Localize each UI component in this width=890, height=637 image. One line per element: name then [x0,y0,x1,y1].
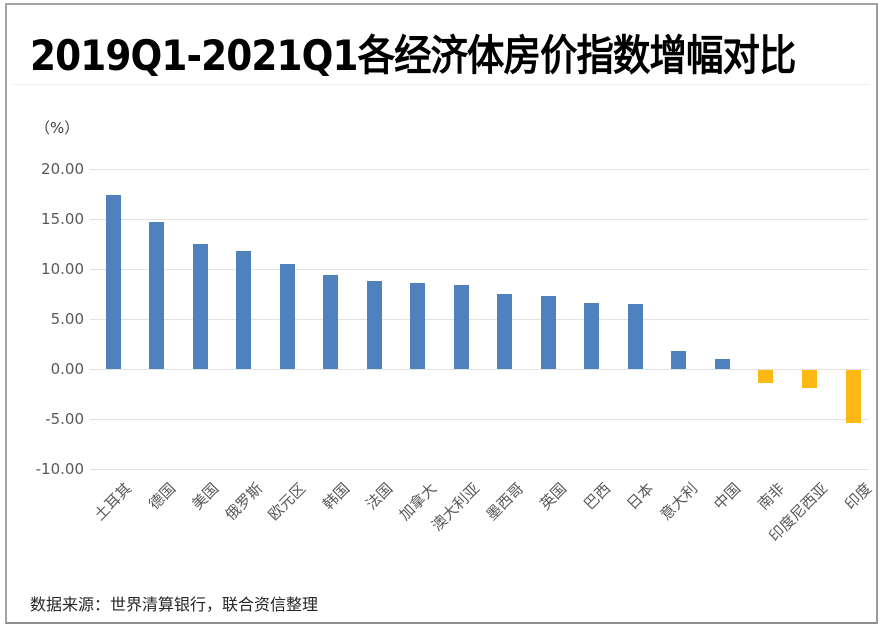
y-tick-label: 10.00 [41,260,84,278]
bar-墨西哥 [497,294,513,369]
gridline [90,369,869,370]
gridline [90,419,869,420]
x-category-label: 印度 [841,479,876,514]
x-category-label: 德国 [144,479,179,514]
gridline [90,319,869,320]
bar-俄罗斯 [236,251,252,369]
bar-英国 [540,296,556,369]
x-category-label: 日本 [623,479,658,514]
gridline [90,269,869,270]
y-tick-label: -5.00 [45,410,84,428]
gridline [90,219,869,220]
chart-frame: 2019Q1-2021Q1各经济体房价指数增幅对比 （%） 20.00 15.00… [5,3,878,624]
gridline [90,469,869,470]
bar-加拿大 [410,283,426,369]
x-category-label: 法国 [362,479,397,514]
bar-巴西 [584,303,600,369]
y-tick-label: 5.00 [50,310,84,328]
bar-韩国 [323,275,339,369]
bar-澳大利亚 [453,285,469,369]
x-category-label: 巴西 [580,479,614,514]
title-divider [12,84,869,85]
bar-法国 [366,281,382,369]
bar-欧元区 [279,264,295,369]
x-category-label: 韩国 [318,479,353,514]
gridline [90,169,869,170]
y-tick-label: -10.00 [35,460,84,478]
bar-美国 [192,244,208,369]
x-category-label: 土耳其 [90,479,136,524]
bar-意大利 [671,351,687,369]
y-tick-label: 20.00 [41,160,84,178]
y-axis-unit-label: （%） [35,119,80,137]
x-category-label: 墨西哥 [482,479,527,524]
bar-印度尼西亚 [801,370,817,388]
bar-德国 [149,222,165,369]
bar-中国 [714,359,730,369]
x-category-label: 中国 [710,479,745,514]
y-tick-label: 0.00 [50,360,84,378]
chart-title: 2019Q1-2021Q1各经济体房价指数增幅对比 [30,31,796,80]
bar-日本 [627,304,643,369]
bar-土耳其 [105,195,121,369]
source-note: 数据来源：世界清算银行，联合资信整理 [30,595,319,614]
x-category-label: 欧元区 [264,479,310,524]
x-category-label: 意大利 [656,479,702,524]
x-category-label: 英国 [536,479,571,514]
bar-印度 [845,370,861,423]
x-category-label: 俄罗斯 [221,479,266,524]
x-category-label: 美国 [188,479,223,514]
x-category-label: 南非 [754,479,789,514]
bar-南非 [758,370,774,383]
y-tick-label: 15.00 [41,210,84,228]
